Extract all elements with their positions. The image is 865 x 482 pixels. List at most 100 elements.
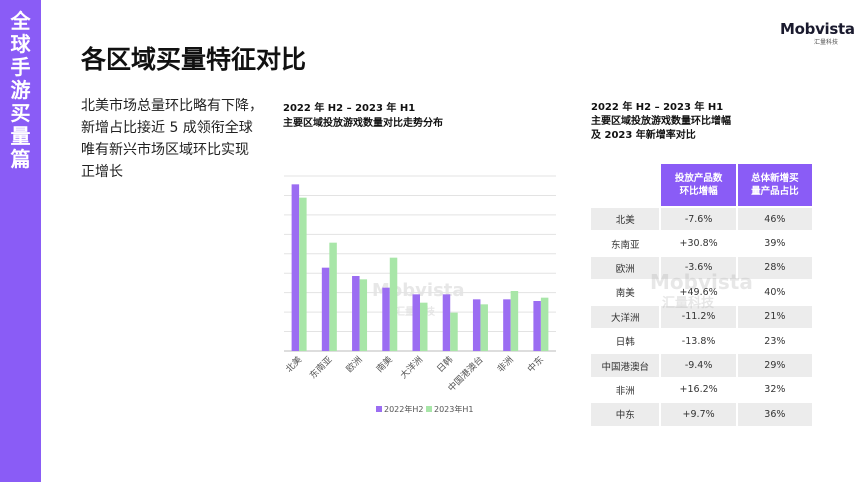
x-tick-label: 南美: [374, 354, 395, 375]
new-share-cell: 32%: [737, 378, 812, 402]
table-title: 2022 年 H2 – 2023 年 H1 主要区域投放游戏数量环比增幅 及 2…: [591, 101, 731, 143]
bar-h2-2022: [412, 294, 420, 351]
page-title: 各区域买量特征对比: [81, 45, 307, 74]
summary-line: 正增长: [81, 164, 123, 180]
new-share-cell: 39%: [737, 232, 812, 255]
new-share-cell: 29%: [737, 354, 812, 377]
region-cell: 日韩: [591, 329, 660, 353]
bar-h1-2023: [329, 242, 337, 351]
bar-h2-2022: [352, 276, 360, 351]
growth-cell: -11.2%: [661, 305, 736, 328]
new-share-cell: 28%: [737, 256, 812, 280]
table-row: 中东 +9.7% 36%: [591, 403, 812, 426]
table-header-text: 投放产品数 环比增幅: [674, 173, 723, 197]
new-share-cell: 40%: [737, 281, 812, 304]
brand-logo: Mobvista 汇量科技: [780, 20, 855, 46]
new-share-cell: 23%: [737, 329, 812, 353]
growth-cell: +9.7%: [661, 403, 736, 426]
table-row: 东南亚 +30.8% 39%: [591, 232, 812, 255]
region-cell: 非洲: [591, 378, 660, 402]
section-label-char: 游: [10, 78, 31, 102]
legend-swatch: [426, 406, 432, 412]
table-row: 大洋洲 -11.2% 21%: [591, 305, 812, 328]
summary-line: 唯有新兴市场区域环比实现: [81, 142, 249, 158]
growth-cell: +49.6%: [661, 281, 736, 304]
bar-h1-2023: [299, 197, 307, 351]
table-header-cell: 总体新增买 量产品占比: [737, 164, 812, 206]
new-share-cell: 46%: [737, 208, 812, 231]
region-cell: 东南亚: [591, 232, 660, 255]
logo-wordmark: Mobvista: [780, 20, 855, 38]
table-header-cell: [591, 164, 660, 206]
bar-chart: 北美 东南亚 欧洲 南美 大洋洲 日韩 中国港澳台 非洲 中东 2022年H2 2023年H1: [272, 172, 572, 432]
bar-h1-2023: [540, 297, 549, 351]
table-title-line: 及 2023 年新增率对比: [591, 130, 696, 141]
bar-h2-2022: [442, 294, 451, 351]
legend-swatch: [376, 406, 382, 412]
side-bar: 全 球 手 游 买 量 篇: [0, 0, 41, 482]
growth-cell: -13.8%: [661, 329, 736, 353]
region-cell: 大洋洲: [591, 305, 660, 328]
bar-h1-2023: [420, 302, 428, 351]
new-share-cell: 21%: [737, 305, 812, 328]
section-label-char: 全: [10, 9, 31, 33]
bar-h2-2022: [382, 287, 390, 351]
new-share-cell: 36%: [737, 403, 812, 426]
growth-cell: -9.4%: [661, 354, 736, 377]
legend-label: 2022年H2: [384, 404, 423, 414]
table-title-line: 主要区域投放游戏数量环比增幅: [591, 116, 731, 127]
region-cell: 中国港澳台: [591, 354, 660, 377]
growth-cell: -3.6%: [661, 256, 736, 280]
legend-label: 2023年H1: [434, 404, 473, 414]
chart-title: 2022 年 H2 – 2023 年 H1 主要区域投放游戏数量对比走势分布: [283, 101, 443, 131]
region-cell: 欧洲: [591, 256, 660, 280]
x-tick-label: 欧洲: [343, 354, 364, 375]
bar-h2-2022: [291, 184, 300, 351]
growth-cell: -7.6%: [661, 208, 736, 231]
table-row: 北美 -7.6% 46%: [591, 208, 812, 231]
bar-h1-2023: [359, 279, 368, 351]
region-cell: 南美: [591, 281, 660, 304]
section-label-char: 手: [10, 55, 31, 79]
section-label-char: 买: [10, 101, 31, 125]
x-tick-label: 日韩: [434, 354, 455, 375]
section-label-char: 球: [10, 32, 31, 56]
table-header-text: 总体新增买 量产品占比: [751, 173, 799, 197]
table-header-row: 投放产品数 环比增幅 总体新增买 量产品占比: [591, 164, 812, 206]
x-tick-label: 中东: [525, 354, 546, 375]
x-tick-label: 北美: [283, 354, 304, 375]
section-label-char: 量: [10, 124, 31, 148]
x-tick-label: 非洲: [495, 354, 516, 375]
table-row: 中国港澳台 -9.4% 29%: [591, 354, 812, 377]
x-tick-label: 东南亚: [307, 354, 335, 382]
x-tick-label: 大洋洲: [398, 354, 426, 382]
summary-text: 北美市场总量环比略有下降， 新增占比接近 5 成领衔全球 唯有新兴市场区域环比实…: [81, 95, 271, 183]
table-title-line: 2022 年 H2 – 2023 年 H1: [591, 102, 724, 113]
table-row: 南美 +49.6% 40%: [591, 281, 812, 304]
chart-title-line: 主要区域投放游戏数量对比走势分布: [283, 118, 443, 129]
growth-cell: +30.8%: [661, 232, 736, 255]
region-table: 投放产品数 环比增幅 总体新增买 量产品占比 北美 -7.6% 46% 东南亚 +30.…: [589, 162, 814, 428]
region-cell: 北美: [591, 208, 660, 231]
bar-h1-2023: [510, 291, 519, 351]
logo-subtitle: 汇量科技: [813, 39, 838, 46]
section-label: 全 球 手 游 买 量 篇: [0, 10, 41, 171]
bar-h2-2022: [321, 267, 330, 351]
section-label-char: 篇: [10, 147, 31, 171]
bar-h2-2022: [533, 301, 541, 351]
region-cell: 中东: [591, 403, 660, 426]
table-row: 日韩 -13.8% 23%: [591, 329, 812, 353]
table-header-cell: 投放产品数 环比增幅: [661, 164, 736, 206]
chart-title-line: 2022 年 H2 – 2023 年 H1: [283, 103, 416, 114]
summary-line: 北美市场总量环比略有下降，: [81, 98, 263, 114]
table-row: 非洲 +16.2% 32%: [591, 378, 812, 402]
bar-h1-2023: [389, 257, 398, 351]
bar-h1-2023: [450, 312, 458, 351]
table-row: 欧洲 -3.6% 28%: [591, 256, 812, 280]
growth-cell: +16.2%: [661, 378, 736, 402]
bar-h1-2023: [480, 304, 488, 351]
bar-h2-2022: [472, 299, 481, 351]
summary-line: 新增占比接近 5 成领衔全球: [81, 120, 253, 136]
bar-h2-2022: [503, 299, 511, 351]
